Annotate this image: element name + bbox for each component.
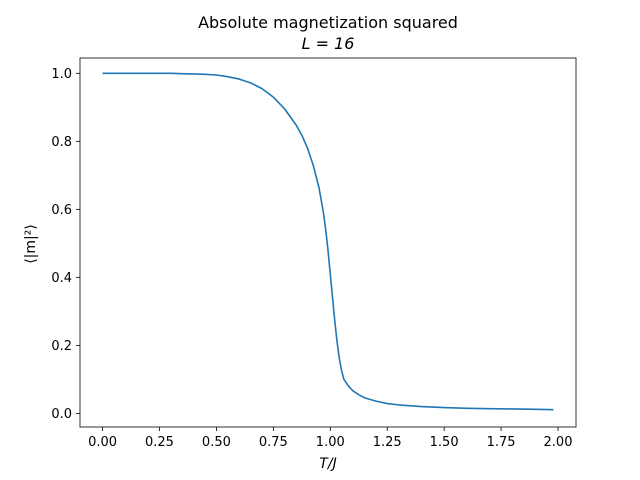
x-tick-label: 0.75 — [259, 435, 288, 450]
plot-area: 0.00 0.25 0.50 0.75 1.00 1.25 1.50 1.75 2.00 0.0 0… — [51, 57, 577, 450]
y-tick-label: 0.0 — [51, 407, 72, 422]
chart-title: Absolute magnetization squared — [198, 13, 458, 32]
x-tick-label: 0.50 — [202, 435, 231, 450]
x-tick-label: 1.50 — [430, 435, 459, 450]
axes-frame — [79, 57, 577, 428]
y-tick-label: 0.8 — [51, 135, 72, 150]
x-tick-label: 2.00 — [544, 435, 573, 450]
x-tick-label: 0.00 — [88, 435, 117, 450]
x-axis-label: T/J — [319, 456, 336, 472]
x-tick-label: 1.25 — [373, 435, 402, 450]
y-tick-label: 0.6 — [51, 203, 72, 218]
y-tick-label: 1.0 — [51, 67, 72, 82]
y-tick-label: 0.2 — [51, 339, 72, 354]
chart-subtitle: L = 16 — [302, 34, 355, 53]
y-tick-label: 0.4 — [51, 271, 72, 286]
series-line — [102, 72, 554, 411]
x-tick-label: 1.00 — [316, 435, 345, 450]
x-tick-label: 1.75 — [487, 435, 516, 450]
x-tick-label: 0.25 — [145, 435, 174, 450]
y-axis-label: ⟨|m|²⟩ — [23, 224, 39, 264]
